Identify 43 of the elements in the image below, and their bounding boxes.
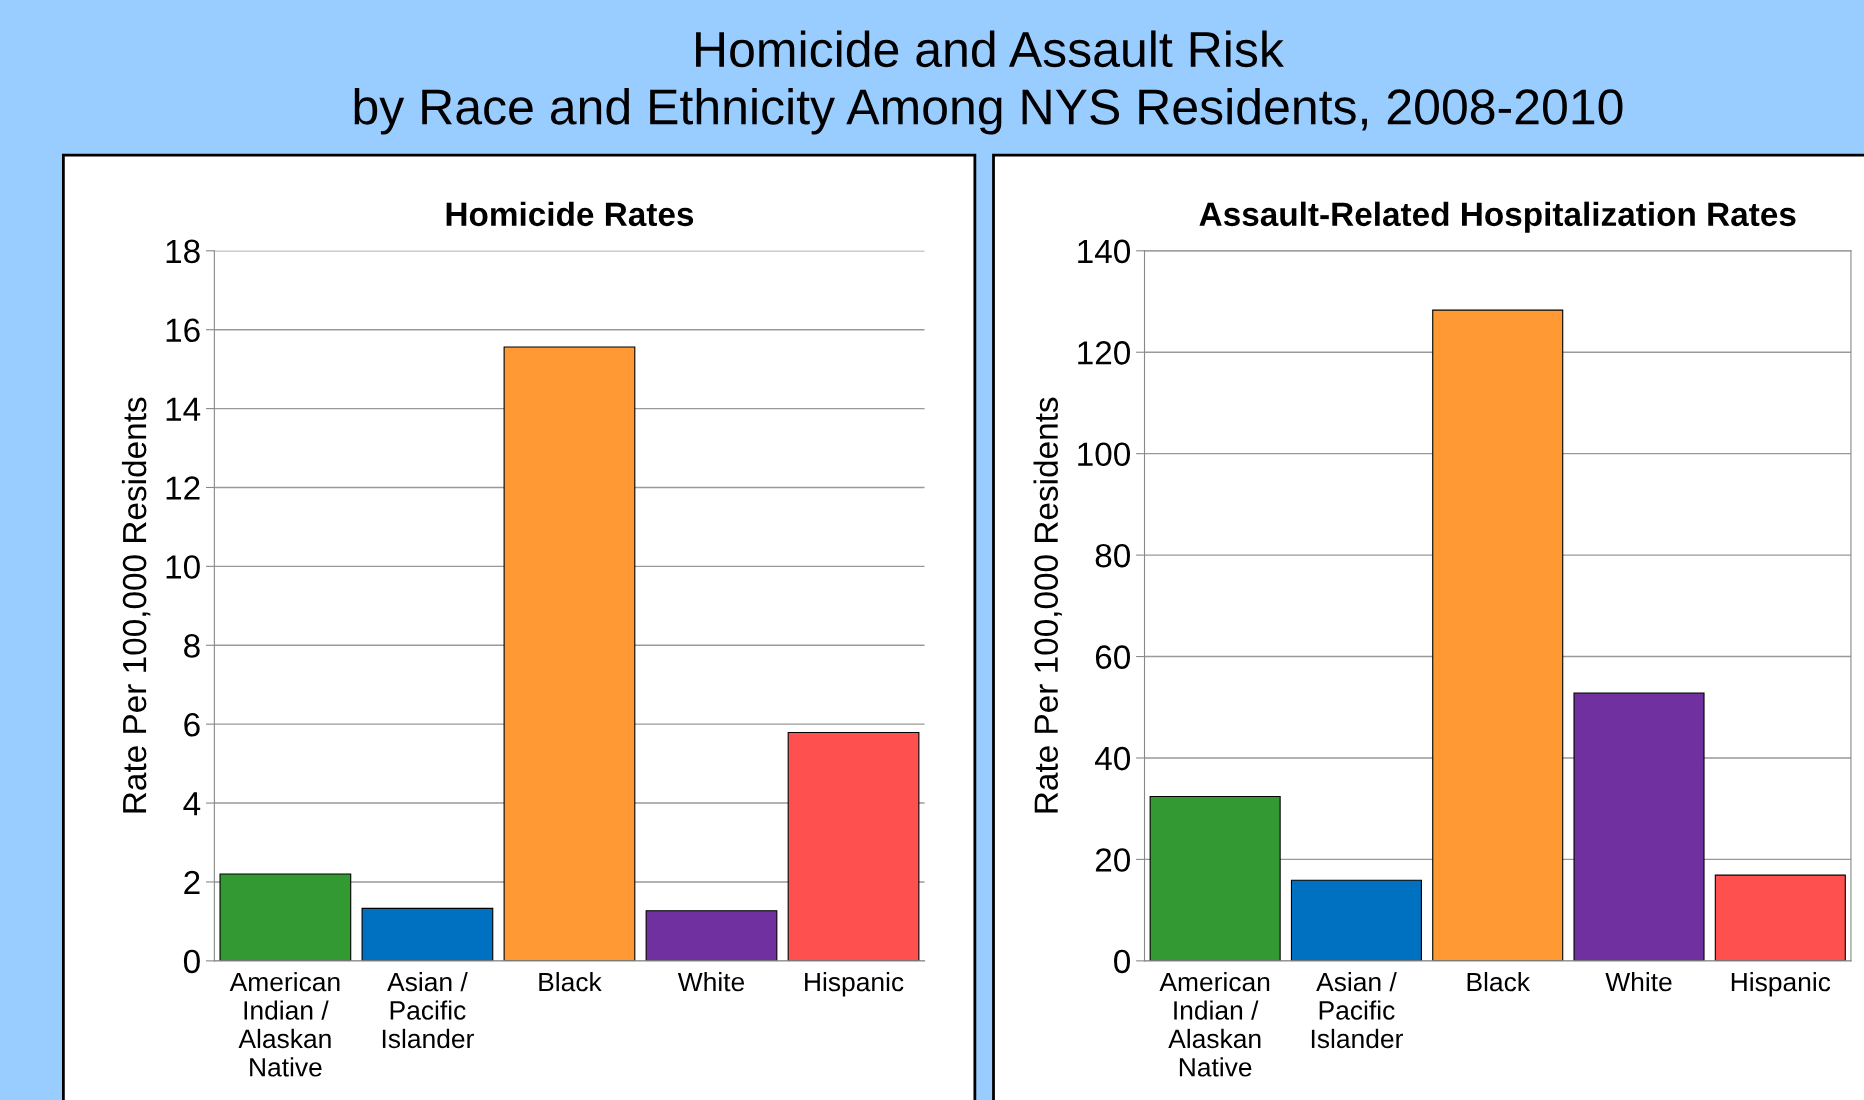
y-tick-label: 4 — [183, 792, 201, 816]
bar — [787, 731, 920, 961]
bar — [1290, 879, 1422, 961]
x-tick-label: American Indian / Alaskan Native — [1159, 971, 1270, 1077]
x-tick-label: American Indian / Alaskan Native — [229, 971, 340, 1077]
y-tick-label: 60 — [1095, 645, 1130, 669]
x-tick-label: Black — [539, 971, 602, 992]
bar — [1432, 309, 1564, 961]
chart-title: Homicide Rates — [446, 201, 694, 227]
x-tick-label: Asian / Pacific Islander — [1311, 971, 1403, 1049]
y-tick-label: 40 — [1094, 746, 1130, 771]
y-tick-label: 14 — [166, 397, 201, 421]
y-tick-label: 20 — [1095, 848, 1130, 872]
x-tick-label: White — [1605, 971, 1672, 992]
y-tick-label: 8 — [184, 634, 200, 658]
bar — [503, 346, 636, 961]
y-tick-label: 10 — [166, 555, 200, 579]
y-tick-label: 80 — [1095, 543, 1130, 568]
x-tick-label: White — [677, 971, 745, 992]
bar — [1714, 874, 1846, 961]
bar — [1573, 692, 1705, 961]
x-tick-label: Hispanic — [1731, 971, 1831, 997]
y-axis-title: Rate Per 100,000 Residents — [1033, 397, 1062, 813]
y-tick-label: 100 — [1078, 442, 1130, 467]
x-tick-label: Asian / Pacific Islander — [382, 971, 474, 1049]
chart-title: Assault-Related Hospitalization Rates — [1199, 201, 1796, 233]
y-tick-label: 120 — [1078, 341, 1130, 365]
y-tick-label: 0 — [183, 949, 200, 974]
bar — [1149, 795, 1281, 961]
y-tick-label: 6 — [184, 712, 200, 737]
y-tick-label: 12 — [166, 476, 200, 500]
y-tick-label: 0 — [1114, 949, 1130, 974]
x-tick-label: Black — [1467, 971, 1531, 992]
bar — [361, 907, 494, 961]
bar — [645, 910, 778, 961]
y-tick-label: 2 — [184, 870, 200, 895]
y-tick-label: 140 — [1078, 239, 1130, 264]
y-tick-label: 16 — [166, 318, 200, 343]
text: Homicide and Assault Risk by Race and Ethnicity Among NYS Residents, 2008-2010 — [354, 30, 1623, 135]
y-tick-label: 18 — [166, 239, 200, 264]
bar — [219, 873, 352, 961]
y-axis-title: Rate Per 100,000 Residents — [121, 397, 151, 813]
x-tick-label: Hispanic — [805, 971, 904, 997]
